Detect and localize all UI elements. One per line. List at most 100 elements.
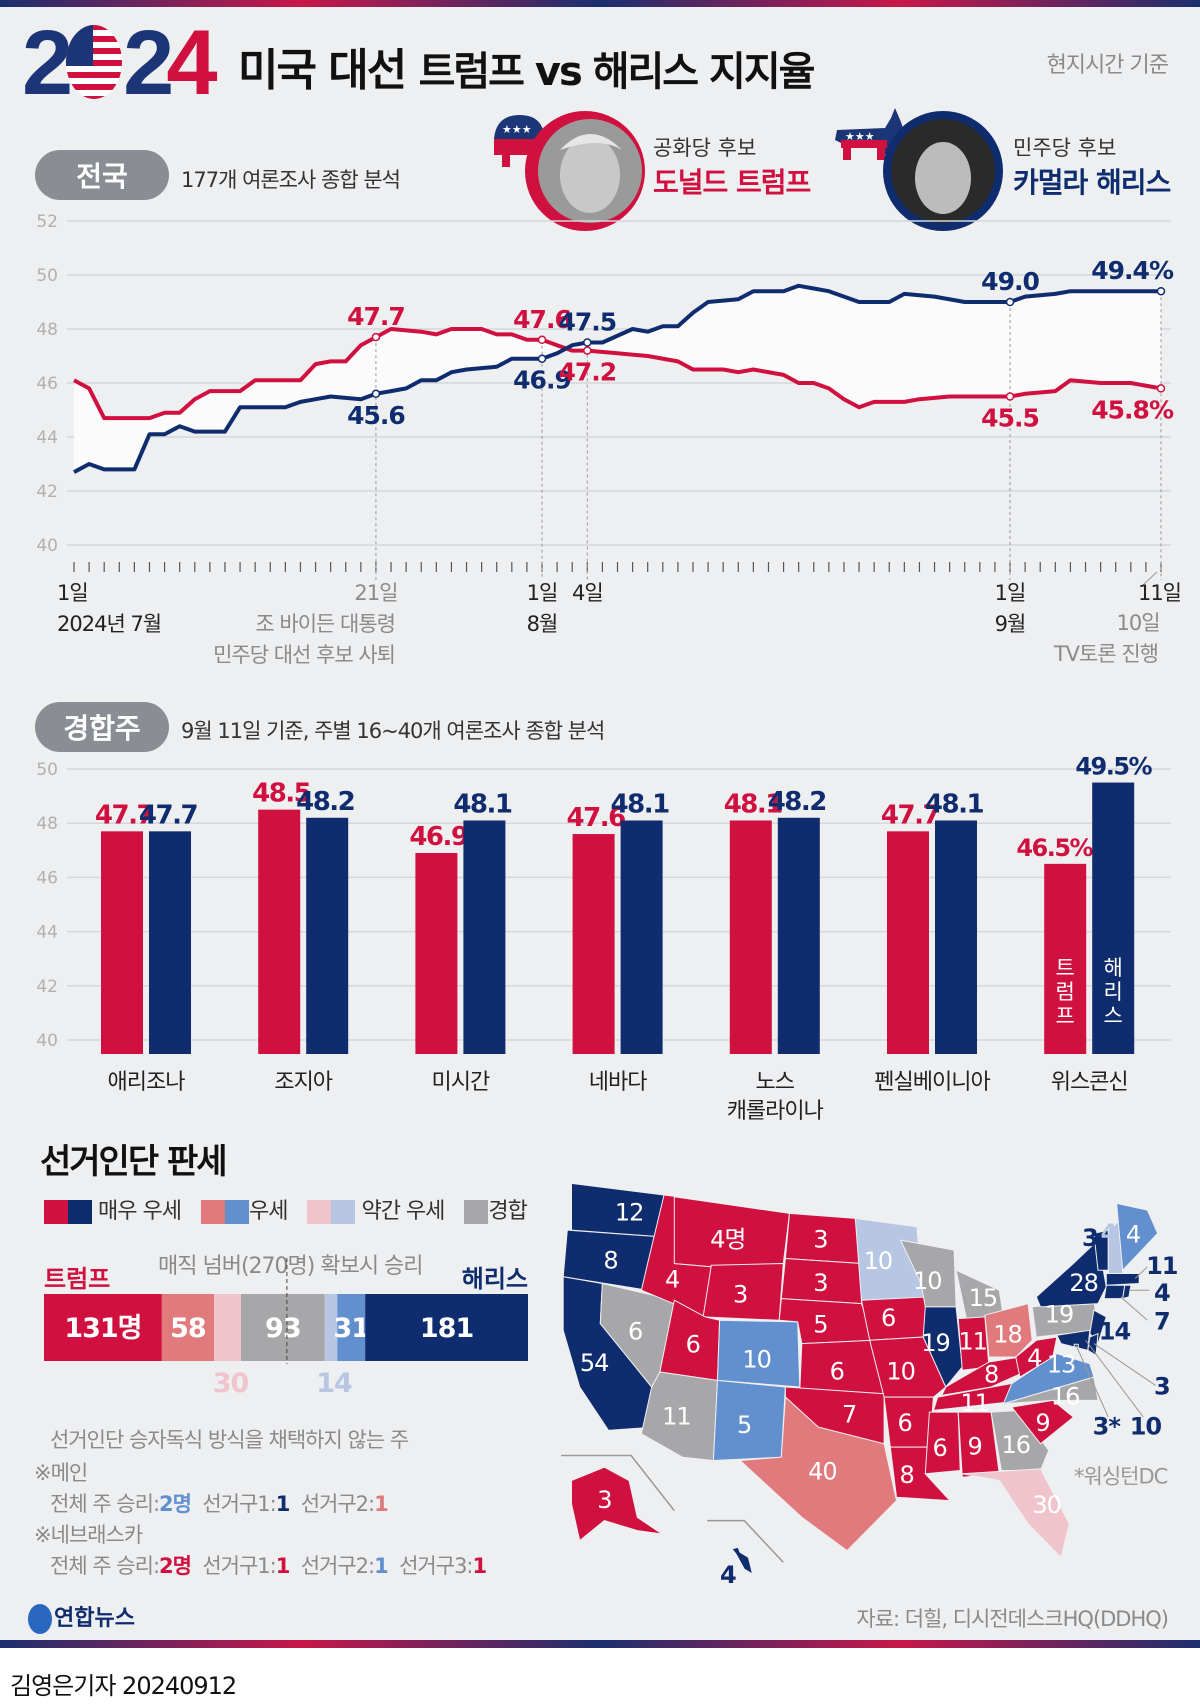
bar-value-label: 47.7 xyxy=(881,800,940,830)
notes-heading: 선거인단 승자독식 방식을 채택하지 않는 주 xyxy=(50,1428,409,1452)
harris-bar xyxy=(935,820,977,1054)
state-ev-label: 15 xyxy=(969,1284,998,1312)
in-bar-label: 리 xyxy=(1104,980,1123,1004)
trump-bar xyxy=(729,820,772,1054)
bar-value-label: 48.2 xyxy=(768,787,826,817)
top-accent-bar xyxy=(0,0,1200,7)
state-ev-label: 10 xyxy=(742,1346,771,1374)
data-point xyxy=(583,338,592,347)
category-label: 노스 xyxy=(756,1070,795,1095)
state-ma[interactable] xyxy=(1105,1273,1140,1286)
legend-lean: 우세 xyxy=(248,1199,288,1224)
yonhap-logo: 연합뉴스 xyxy=(28,1600,135,1634)
x-axis-label: TV토론 진행 xyxy=(1053,642,1158,666)
state-ev-label: 6 xyxy=(628,1317,642,1345)
legend-tossup: 경합 xyxy=(488,1199,527,1224)
y-tick-label: 44 xyxy=(36,428,58,448)
state-ev-label: 3 xyxy=(733,1281,747,1309)
state-ev-label: 19 xyxy=(1045,1301,1074,1329)
state-ev-label: 3 xyxy=(597,1486,611,1514)
y-tick-label: 48 xyxy=(36,320,58,340)
state-ev-label: 40 xyxy=(808,1458,837,1486)
bar-value-label: 47.6 xyxy=(567,803,626,833)
state-ev-label: 4 xyxy=(1126,1220,1140,1248)
svg-text:★★★: ★★★ xyxy=(502,123,532,136)
category-label: 펜실베이니아 xyxy=(874,1070,990,1095)
state-tx[interactable] xyxy=(738,1396,898,1552)
data-point xyxy=(371,332,381,342)
category-label: 미시간 xyxy=(432,1070,490,1095)
data-point xyxy=(1005,297,1015,307)
x-axis-label: 조 바이든 대통령 xyxy=(255,612,395,636)
electoral-title: 선거인단 판세 xyxy=(40,1142,228,1182)
data-point xyxy=(1156,384,1166,393)
state-ev-label: 8 xyxy=(603,1247,617,1275)
state-me[interactable] xyxy=(1116,1202,1159,1272)
data-label: 47.2 xyxy=(558,358,616,387)
category-label: 네바다 xyxy=(589,1070,647,1095)
data-point xyxy=(1156,286,1166,296)
bar-value-label: 48.1 xyxy=(724,789,783,819)
battleground-bar-chart: 50484644424047.747.7애리조나48.548.2조지아46.94… xyxy=(36,753,1171,1124)
state-ev-label: 4 xyxy=(1100,1219,1116,1247)
trump-bar xyxy=(1044,863,1087,1054)
segment-t2 xyxy=(161,1294,215,1361)
state-ct[interactable] xyxy=(1103,1284,1126,1300)
state-ev-label: 6 xyxy=(933,1434,947,1462)
state-fl[interactable] xyxy=(962,1468,1070,1559)
y-tick-label: 50 xyxy=(36,266,58,286)
x-axis-label: 8월 xyxy=(527,612,558,636)
segment-h2 xyxy=(337,1294,366,1361)
x-axis-label: 11일 xyxy=(1138,581,1181,605)
national-line-chart: 52 50 48 46 44 42 40 47.7 45.6 47.6 46.9 47.5 47.2 49… xyxy=(36,212,1182,667)
legend-tilt: 약간 우세 xyxy=(361,1199,445,1224)
state-ev-label: 13 xyxy=(1047,1351,1076,1379)
y-tick-label: 48 xyxy=(36,814,58,834)
state-ev-label: 6 xyxy=(881,1304,895,1332)
in-bar-label: 스 xyxy=(1104,1004,1123,1028)
x-axis-label: 21일 xyxy=(354,581,397,605)
state-ev-label: 54 xyxy=(580,1349,609,1377)
segment-tossup xyxy=(241,1294,325,1361)
state-ev-label: 10 xyxy=(913,1267,942,1295)
state-ev-label: 4 xyxy=(1027,1344,1041,1372)
y-tick-label: 42 xyxy=(36,977,58,997)
data-label: 49.4% xyxy=(1091,256,1174,285)
in-bar-label: 럼 xyxy=(1056,980,1075,1004)
leader-line xyxy=(1141,571,1158,587)
state-oh[interactable] xyxy=(984,1302,1033,1358)
state-ri[interactable] xyxy=(1122,1284,1132,1300)
leader-line xyxy=(1093,1343,1156,1386)
state-ev-label: 7 xyxy=(842,1401,856,1429)
state-ev-label: 5 xyxy=(813,1311,827,1339)
title-sub: 트럼프 vs 해리스 지지율 xyxy=(418,49,816,95)
nebraska-label: ※네브래스카 xyxy=(34,1523,143,1547)
state-ev-label: 4 xyxy=(1154,1279,1170,1307)
state-ev-label: 8 xyxy=(984,1361,998,1389)
bar-value-label: 46.5% xyxy=(1016,834,1093,862)
legend-strong: 매우 우세 xyxy=(98,1199,182,1224)
x-axis-label: 1일 xyxy=(527,581,558,605)
state-la[interactable] xyxy=(889,1446,952,1502)
state-mo[interactable] xyxy=(869,1336,947,1398)
byline: 김영은기자 20240912 xyxy=(10,1672,237,1700)
state-ev-label: 12 xyxy=(615,1199,644,1227)
state-ev-label: 3* xyxy=(1093,1412,1122,1440)
state-ev-label: 11 xyxy=(958,1327,987,1355)
gap-area xyxy=(74,285,1161,473)
state-ev-label: 16 xyxy=(1002,1431,1031,1459)
segment-label: 31 xyxy=(333,1313,369,1344)
state-hi[interactable] xyxy=(731,1546,754,1576)
state-ms[interactable] xyxy=(924,1411,961,1475)
state-ev-label: 6 xyxy=(830,1357,844,1385)
state-md[interactable] xyxy=(1056,1329,1091,1351)
trump-party: 공화당 후보 xyxy=(653,136,757,160)
title-main: 미국 대선 xyxy=(238,45,407,96)
in-bar-label: 트 xyxy=(1056,956,1075,980)
data-label: 45.5 xyxy=(981,404,1039,433)
state-il[interactable] xyxy=(922,1306,963,1388)
state-wv[interactable] xyxy=(1015,1336,1058,1378)
state-ev-label: 4 xyxy=(665,1266,679,1294)
state-ak[interactable] xyxy=(571,1466,663,1542)
state-sc[interactable] xyxy=(1010,1399,1075,1445)
